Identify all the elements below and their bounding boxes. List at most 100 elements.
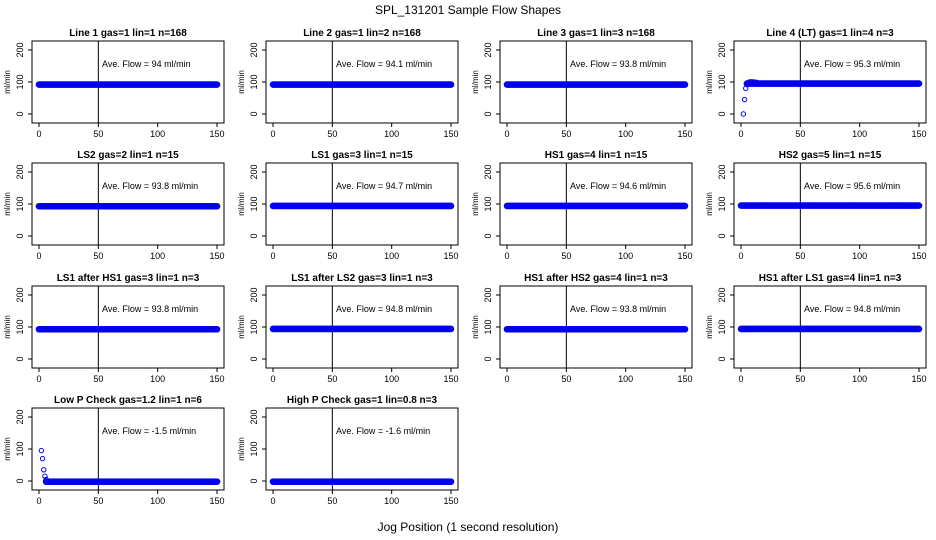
x-tick-label: 150: [209, 129, 224, 139]
average-flow-label: Ave. Flow = 94.7 ml/min: [336, 181, 432, 191]
x-tick-label: 150: [209, 251, 224, 261]
panel: LS1 gas=3 lin=1 n=15 0 50 100 150 0 100 200 ml/m…: [237, 150, 459, 261]
panel: HS2 gas=5 lin=1 n=15 0 50 100 150 0 100 200 ml/m…: [705, 150, 927, 261]
x-tick-label: 0: [738, 129, 743, 139]
data-point: [447, 325, 455, 333]
y-axis-label: ml/min: [471, 315, 480, 339]
panel-title: LS2 gas=2 lin=1 n=15: [77, 150, 179, 161]
y-tick-label: 100: [249, 74, 259, 89]
y-tick-label: 200: [15, 42, 25, 57]
average-flow-label: Ave. Flow = 94 ml/min: [102, 59, 191, 69]
average-flow-label: Ave. Flow = -1.6 ml/min: [336, 426, 430, 436]
y-tick-label: 0: [249, 111, 259, 116]
average-flow-label: Ave. Flow = 94.6 ml/min: [570, 181, 666, 191]
x-tick-label: 50: [795, 251, 805, 261]
average-flow-label: Ave. Flow = 95.6 ml/min: [804, 181, 900, 191]
y-axis-label: ml/min: [705, 192, 714, 216]
panel: LS1 after LS2 gas=3 lin=1 n=3 0 50 100 150 0 1…: [237, 273, 459, 384]
x-tick-label: 50: [327, 129, 337, 139]
y-tick-label: 0: [249, 233, 259, 238]
x-tick-label: 100: [852, 374, 867, 384]
data-point: [447, 478, 455, 485]
y-axis-label: ml/min: [237, 192, 246, 216]
y-tick-label: 100: [483, 74, 493, 89]
x-tick-label: 100: [150, 129, 165, 139]
x-tick-label: 0: [270, 374, 275, 384]
average-flow-label: Ave. Flow = 93.8 ml/min: [570, 59, 666, 69]
x-tick-label: 0: [36, 374, 41, 384]
y-tick-label: 0: [483, 111, 493, 116]
panel-title: LS1 after LS2 gas=3 lin=1 n=3: [291, 273, 433, 284]
data-point: [213, 81, 221, 88]
figure-title: SPL_131201 Sample Flow Shapes: [375, 3, 561, 17]
y-tick-label: 0: [249, 478, 259, 483]
y-tick-label: 200: [15, 287, 25, 302]
y-tick-label: 200: [717, 42, 727, 57]
y-tick-label: 0: [15, 478, 25, 483]
x-tick-label: 50: [561, 374, 571, 384]
plot-frame: [31, 407, 225, 491]
data-point: [213, 202, 221, 210]
x-tick-label: 100: [618, 251, 633, 261]
y-tick-label: 200: [249, 42, 259, 57]
x-tick-label: 50: [795, 374, 805, 384]
data-point: [681, 325, 689, 333]
data-point: [915, 202, 923, 209]
x-tick-label: 50: [93, 496, 103, 506]
x-tick-label: 0: [504, 129, 509, 139]
x-tick-label: 150: [443, 496, 458, 506]
panel: Line 1 gas=1 lin=1 n=168 0 50 100 150 0 100 200…: [3, 28, 225, 139]
y-tick-label: 0: [483, 356, 493, 361]
y-tick-label: 0: [15, 111, 25, 116]
data-point: [39, 455, 46, 462]
panel: LS1 after HS1 gas=3 lin=1 n=3 0 50 100 150 0 1…: [3, 273, 225, 384]
x-tick-label: 100: [384, 129, 399, 139]
x-tick-label: 100: [852, 129, 867, 139]
x-tick-label: 150: [443, 129, 458, 139]
panel-title: Line 4 (LT) gas=1 lin=4 n=3: [766, 28, 894, 39]
y-tick-label: 100: [483, 319, 493, 334]
x-tick-label: 100: [618, 129, 633, 139]
y-tick-label: 200: [15, 164, 25, 179]
panel-title: HS2 gas=5 lin=1 n=15: [779, 150, 882, 161]
average-flow-label: Ave. Flow = 94.8 ml/min: [336, 304, 432, 314]
x-tick-label: 50: [327, 374, 337, 384]
y-tick-label: 0: [717, 233, 727, 238]
average-flow-label: Ave. Flow = 94.1 ml/min: [336, 59, 432, 69]
average-flow-label: Ave. Flow = 93.8 ml/min: [102, 181, 198, 191]
x-tick-label: 0: [504, 251, 509, 261]
y-tick-label: 100: [717, 319, 727, 334]
x-tick-label: 150: [677, 251, 692, 261]
x-tick-label: 50: [93, 374, 103, 384]
data-point: [41, 467, 47, 473]
y-tick-label: 0: [15, 233, 25, 238]
y-tick-label: 0: [15, 356, 25, 361]
panel-title: HS1 after LS1 gas=4 lin=1 n=3: [759, 273, 902, 284]
panel: HS1 after LS1 gas=4 lin=1 n=3 0 50 100 150 0 1…: [705, 273, 927, 384]
y-tick-label: 0: [717, 356, 727, 361]
x-tick-label: 0: [36, 496, 41, 506]
plot-frame: [265, 407, 459, 491]
figure-xlabel: Jog Position (1 second resolution): [378, 520, 559, 534]
average-flow-label: Ave. Flow = -1.5 ml/min: [102, 426, 196, 436]
panel-title: Low P Check gas=1.2 lin=1 n=6: [54, 395, 202, 406]
y-tick-label: 200: [249, 287, 259, 302]
data-point: [915, 325, 923, 333]
y-tick-label: 100: [15, 196, 25, 211]
y-tick-label: 200: [249, 164, 259, 179]
data-point: [38, 447, 45, 454]
y-tick-label: 0: [249, 356, 259, 361]
x-tick-label: 50: [93, 129, 103, 139]
panel: Line 2 gas=1 lin=2 n=168 0 50 100 150 0 100 200…: [237, 28, 459, 139]
panel: Line 4 (LT) gas=1 lin=4 n=3 0 50 100 150 0 100…: [705, 28, 927, 139]
y-tick-label: 100: [249, 441, 259, 456]
x-tick-label: 100: [384, 496, 399, 506]
y-tick-label: 200: [15, 409, 25, 424]
x-tick-label: 0: [36, 251, 41, 261]
panel: LS2 gas=2 lin=1 n=15 0 50 100 150 0 100 200 ml/m…: [3, 150, 225, 261]
y-tick-label: 0: [483, 233, 493, 238]
panel: Low P Check gas=1.2 lin=1 n=6 0 50 100 150 0 1…: [3, 395, 225, 506]
x-tick-label: 50: [327, 251, 337, 261]
x-tick-label: 100: [852, 251, 867, 261]
panel-title: LS1 after HS1 gas=3 lin=1 n=3: [57, 273, 200, 284]
